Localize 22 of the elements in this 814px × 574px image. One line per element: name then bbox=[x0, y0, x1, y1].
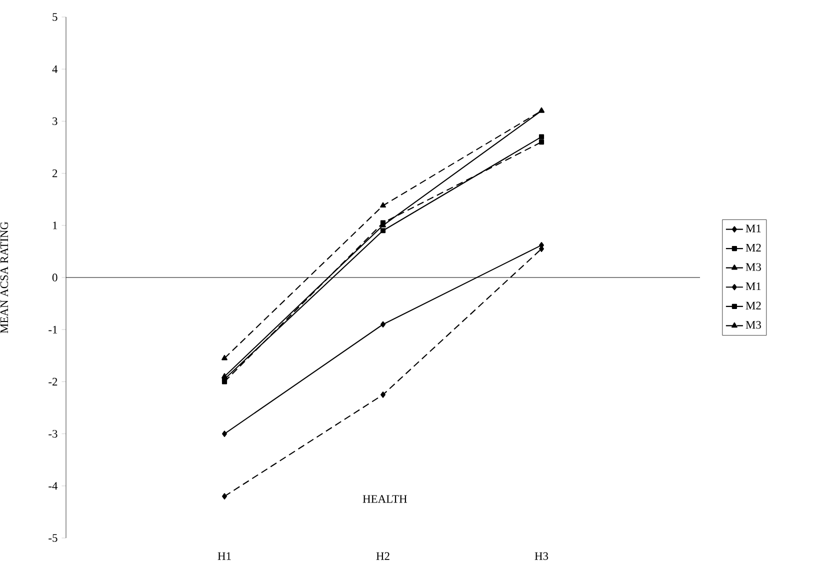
x-tick-label: H1 bbox=[218, 552, 231, 560]
y-tick-label: -1 bbox=[48, 326, 58, 334]
legend-label: M1 bbox=[746, 224, 761, 232]
y-tick-label: 0 bbox=[52, 274, 58, 282]
x-tick-label: H2 bbox=[376, 552, 390, 560]
x-tick-label: H3 bbox=[534, 552, 548, 560]
legend-label: M2 bbox=[746, 302, 761, 310]
y-tick-label: 3 bbox=[52, 117, 58, 126]
legend-label: M1 bbox=[746, 282, 761, 290]
y-tick-label: -5 bbox=[48, 534, 58, 542]
legend-label: M2 bbox=[746, 244, 761, 252]
y-tick-label: 2 bbox=[52, 170, 58, 178]
y-axis-title: MEAN ACSA RATING bbox=[0, 222, 8, 334]
y-tick-label: -2 bbox=[48, 378, 58, 386]
y-tick-label: 4 bbox=[52, 65, 58, 73]
y-tick-label: -3 bbox=[48, 430, 58, 438]
y-tick-label: -4 bbox=[48, 482, 58, 490]
legend-label: M3 bbox=[746, 263, 761, 271]
x-axis-title: HEALTH bbox=[362, 495, 407, 503]
legend-label: M3 bbox=[746, 321, 761, 329]
y-tick-label: 1 bbox=[53, 222, 58, 230]
y-tick-label: 5 bbox=[52, 13, 58, 21]
